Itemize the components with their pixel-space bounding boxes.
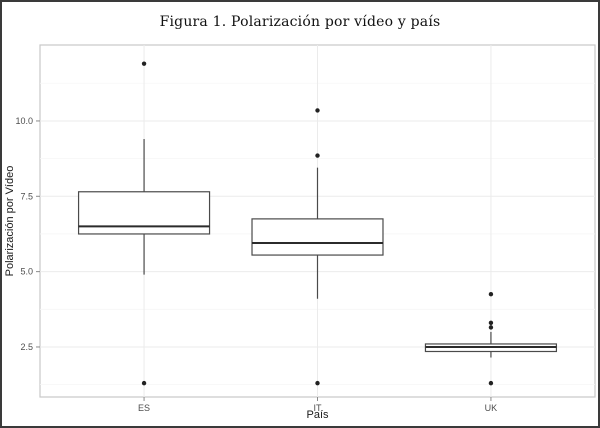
boxplot-outlier [488,325,494,330]
y-tick-label: 7.5 [20,191,33,201]
y-tick-label: 10.0 [15,116,33,126]
boxplot-outlier [315,108,320,113]
x-tick-label: IT [314,403,323,413]
boxplot-box [77,191,211,235]
boxplot-box [251,218,384,256]
boxplot-outlier [488,320,494,326]
boxplot-outlier [488,292,494,297]
x-axis-title: País [306,409,329,421]
boxplot-outlier [141,380,147,386]
boxplot-outlier [488,380,494,386]
boxplot-outlier [141,61,147,66]
y-tick-label: 5.0 [20,267,33,277]
x-tick-label: ES [138,403,150,413]
y-axis-title: Polarización por Vídeo [4,165,16,277]
y-tick-label: 2.5 [20,342,33,352]
boxplot-outlier [315,380,320,386]
x-tick-label: UK [485,403,498,413]
boxplot-outlier [315,153,320,158]
chart-title: Figura 1. Polarización por vídeo y país [159,14,441,30]
